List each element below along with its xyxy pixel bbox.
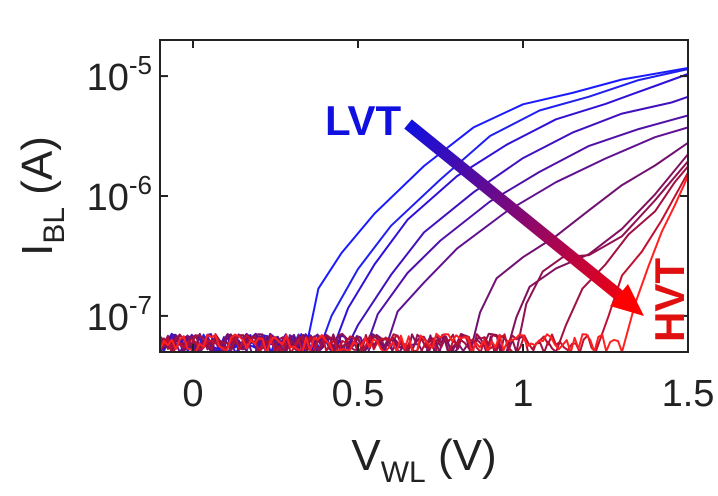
series-line-1 <box>160 67 688 352</box>
y-tick-label: 10-7 <box>87 290 152 339</box>
x-axis-label-unit: (V) <box>426 431 497 480</box>
x-axis-label-main: V <box>351 431 381 480</box>
y-axis-label-sub: BL <box>38 207 71 244</box>
series-line-8 <box>160 153 688 352</box>
y-axis-label-unit: (A) <box>13 136 62 207</box>
series-line-11 <box>160 172 688 352</box>
x-tick-label: 1 <box>512 373 533 415</box>
hvt-label: HVT <box>646 258 693 342</box>
x-tick-label: 0 <box>182 373 203 415</box>
x-axis-label: VWL (V) <box>351 431 496 489</box>
y-axis-label-main: I <box>13 244 62 256</box>
series-line-12 <box>160 175 688 352</box>
trend-arrow <box>404 119 644 316</box>
series-layer <box>160 67 688 352</box>
y-tick-label: 10-6 <box>87 170 152 219</box>
y-axis-label: IBL (A) <box>13 136 71 256</box>
lvt-label: LVT <box>325 97 402 144</box>
x-tick-label: 1.5 <box>662 373 715 415</box>
x-tick-label: 0.5 <box>332 373 385 415</box>
series-line-7 <box>160 141 688 352</box>
series-line-2 <box>160 68 688 352</box>
ticks-layer: 0 0.5 1 1.5 10-7 10-6 10-5 <box>87 40 715 415</box>
series-line-3 <box>160 73 688 352</box>
series-line-6 <box>160 126 688 352</box>
y-tick-label: 10-5 <box>87 50 152 99</box>
x-axis-label-sub: WL <box>381 456 426 489</box>
